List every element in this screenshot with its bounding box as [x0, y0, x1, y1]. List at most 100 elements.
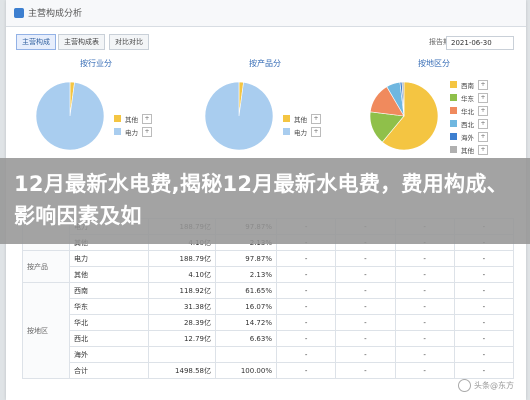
- legend-swatch: [450, 107, 457, 114]
- pie-slice[interactable]: [204, 81, 274, 151]
- date-label: 报告期: [429, 38, 450, 46]
- legend-label: 电力: [125, 128, 138, 137]
- pie-slice[interactable]: [381, 81, 439, 151]
- watermark: 头条@东方: [458, 379, 514, 392]
- legend-label: 其他: [461, 146, 474, 155]
- tab-comparison[interactable]: 对比对比: [109, 34, 149, 50]
- row-percent: 6.63%: [215, 330, 277, 347]
- empty-cell: -: [394, 330, 455, 347]
- empty-cell: -: [275, 346, 337, 363]
- legend-toggle[interactable]: +: [142, 126, 152, 137]
- table-row: 按地区 西南 118.92亿 61.65% - - - -: [22, 282, 515, 379]
- empty-cell: -: [394, 346, 455, 363]
- tab-main-composition[interactable]: 主营构成: [16, 34, 56, 50]
- empty-cell: -: [275, 330, 337, 347]
- tab-composition-table[interactable]: 主营构成表: [58, 34, 105, 50]
- legend-toggle[interactable]: +: [311, 126, 321, 137]
- empty-cell: -: [275, 314, 337, 331]
- panel-title: 按地区分: [418, 59, 450, 68]
- legend-label: 华北: [461, 107, 474, 116]
- empty-cell: -: [335, 266, 396, 283]
- legend-swatch-other: [114, 115, 121, 122]
- legend-swatch: [450, 133, 457, 140]
- legend-label: 华东: [461, 94, 474, 103]
- legend-swatch: [450, 81, 457, 88]
- legend-swatch: [450, 146, 457, 153]
- empty-cell: -: [335, 298, 396, 315]
- region-pie: [369, 81, 439, 151]
- pie-slice[interactable]: [35, 81, 105, 151]
- legend-toggle[interactable]: +: [478, 118, 488, 129]
- empty-cell: -: [453, 346, 515, 363]
- table-row: 按产品 电力 188.79亿 97.87% - - - -: [22, 250, 515, 283]
- row-percent: 16.07%: [215, 298, 277, 315]
- legend-toggle[interactable]: +: [311, 113, 321, 124]
- panel-industry: 按行业分 其他 + 电力 +: [12, 58, 180, 162]
- row-name: 华东: [69, 298, 149, 315]
- row-name: 西北: [69, 330, 149, 347]
- row-value: [148, 346, 216, 363]
- app-icon: [14, 8, 24, 18]
- legend-swatch-other: [283, 115, 290, 122]
- window-title: 主营构成分析: [28, 9, 83, 19]
- legend-swatch-power: [114, 128, 121, 135]
- empty-cell: -: [275, 282, 337, 299]
- headline-text: 12月最新水电费,揭秘12月最新水电费，费用构成、影响因素及如: [14, 172, 508, 228]
- empty-cell: -: [453, 314, 515, 331]
- row-value: 31.38亿: [148, 298, 216, 315]
- product-legend: 其他 + 电力 +: [283, 112, 321, 138]
- row-value: 188.79亿: [148, 250, 216, 267]
- watermark-text: 头条@东方: [474, 381, 514, 390]
- industry-pie: [35, 81, 105, 151]
- legend-label: 西北: [461, 120, 474, 129]
- legend-toggle[interactable]: +: [478, 92, 488, 103]
- legend-label: 电力: [294, 128, 307, 137]
- toolbar: 主营构成 主营构成表 对比对比 报告期 2021-06-30: [6, 30, 526, 52]
- legend-toggle[interactable]: +: [478, 131, 488, 142]
- group-label: 按产品: [22, 250, 70, 283]
- industry-legend: 其他 + 电力 +: [114, 112, 152, 138]
- empty-cell: -: [453, 330, 515, 347]
- empty-cell: -: [453, 266, 515, 283]
- legend-label: 西南: [461, 81, 474, 90]
- table-row: 海外 - - - -: [23, 346, 515, 363]
- legend-toggle[interactable]: +: [478, 144, 488, 155]
- legend-swatch-power: [283, 128, 290, 135]
- empty-cell: -: [335, 282, 396, 299]
- empty-cell: -: [275, 266, 337, 283]
- legend-toggle[interactable]: +: [478, 79, 488, 90]
- row-name: 西南: [69, 282, 149, 299]
- empty-cell: -: [275, 362, 337, 379]
- panel-region: 按地区分 西南 + 华东 + 华北 + 西北 + 海外 + 其他 +: [350, 58, 518, 162]
- empty-cell: -: [394, 282, 455, 299]
- table-row: 华北 28.39亿 14.72% - - - -: [23, 314, 515, 331]
- legend-toggle[interactable]: +: [142, 113, 152, 124]
- watermark-logo-icon: [458, 379, 471, 392]
- empty-cell: -: [394, 314, 455, 331]
- legend-label: 海外: [461, 133, 474, 142]
- legend-swatch: [450, 120, 457, 127]
- date-picker[interactable]: 2021-06-30: [446, 36, 514, 50]
- row-name: 海外: [69, 346, 149, 363]
- row-percent: 100.00%: [215, 362, 277, 379]
- row-percent: 2.13%: [215, 266, 277, 283]
- empty-cell: -: [394, 298, 455, 315]
- empty-cell: -: [275, 298, 337, 315]
- row-name: 合计: [69, 362, 149, 379]
- panel-title: 按行业分: [80, 59, 112, 68]
- product-pie: [204, 81, 274, 151]
- row-value: 12.79亿: [148, 330, 216, 347]
- empty-cell: -: [453, 298, 515, 315]
- row-name: 其他: [69, 266, 149, 283]
- empty-cell: -: [335, 314, 396, 331]
- empty-cell: -: [335, 330, 396, 347]
- empty-cell: -: [394, 250, 455, 267]
- panel-title: 按产品分: [249, 59, 281, 68]
- row-value: 1498.58亿: [148, 362, 216, 379]
- row-value: 118.92亿: [148, 282, 216, 299]
- pie-slice[interactable]: [401, 81, 405, 117]
- legend-toggle[interactable]: +: [478, 105, 488, 116]
- row-name: 电力: [69, 250, 149, 267]
- row-percent: 14.72%: [215, 314, 277, 331]
